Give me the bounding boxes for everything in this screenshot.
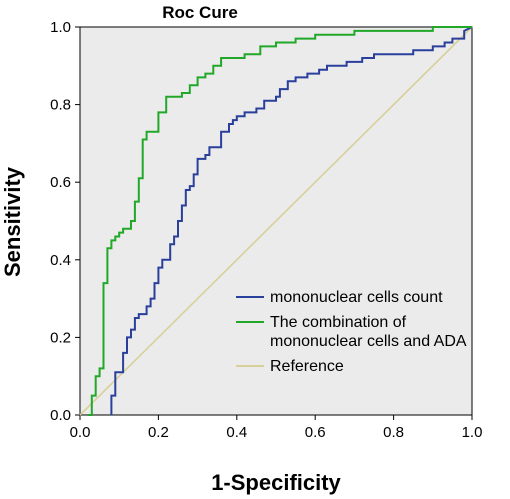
y-tick-label: 0.2 xyxy=(50,329,71,346)
legend: mononuclear cells count The combination o… xyxy=(236,289,467,375)
series-line-reference xyxy=(79,26,473,416)
legend-label: The combination of mononuclear cells and … xyxy=(270,314,467,350)
y-tick-label: 0.4 xyxy=(50,252,71,269)
legend-label: mononuclear cells count xyxy=(270,289,443,306)
x-tick-label: 0.4 xyxy=(226,424,247,441)
chart-title: Roc Cure xyxy=(162,3,238,22)
x-axis-label: 1-Specificity xyxy=(211,470,341,495)
x-axis: 0.0 0.2 0.4 0.6 0.8 1.0 xyxy=(70,415,483,441)
x-tick-label: 0.2 xyxy=(148,424,169,441)
x-tick-label: 0.0 xyxy=(70,424,91,441)
series-line-mononuclear-cells-count xyxy=(110,26,473,415)
legend-label: Reference xyxy=(270,358,344,375)
y-axis-label: Sensitivity xyxy=(0,166,25,277)
y-tick-label: 0.6 xyxy=(50,174,71,191)
series-line-combination xyxy=(87,26,472,416)
x-tick-label: 0.8 xyxy=(383,424,404,441)
y-tick-label: 0.8 xyxy=(50,97,71,114)
y-axis: 0.0 0.2 0.4 0.6 0.8 1.0 xyxy=(50,19,80,424)
x-tick-label: 0.6 xyxy=(305,424,326,441)
y-tick-label: 1.0 xyxy=(50,19,71,36)
x-tick-label: 1.0 xyxy=(462,424,483,441)
y-tick-label: 0.0 xyxy=(50,407,71,424)
series-layer xyxy=(79,26,473,416)
